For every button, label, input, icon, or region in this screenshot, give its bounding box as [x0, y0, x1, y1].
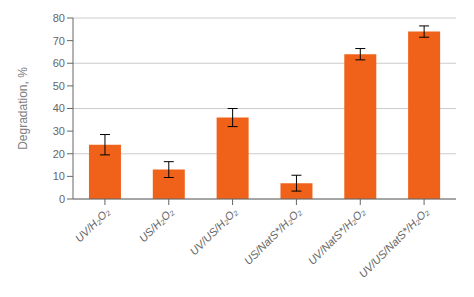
svg-text:40: 40 — [53, 102, 65, 114]
svg-text:80: 80 — [53, 12, 65, 24]
svg-text:50: 50 — [53, 80, 65, 92]
svg-text:UV/US/NatS*/H₂O₂: UV/US/NatS*/H₂O₂ — [357, 205, 432, 280]
svg-text:20: 20 — [53, 148, 65, 160]
svg-text:70: 70 — [53, 35, 65, 47]
svg-text:30: 30 — [53, 125, 65, 137]
svg-text:UV/US/H₂O₂: UV/US/H₂O₂ — [187, 205, 240, 258]
svg-text:US/H₂O₂: US/H₂O₂ — [137, 205, 177, 245]
svg-text:UV/NatS*/H₂O₂: UV/NatS*/H₂O₂ — [306, 205, 368, 267]
svg-text:10: 10 — [53, 170, 65, 182]
svg-text:US/NatS*/H₂O₂: US/NatS*/H₂O₂ — [242, 205, 304, 267]
svg-text:UV/H₂O₂: UV/H₂O₂ — [73, 205, 113, 245]
svg-text:Degradation, %: Degradation, % — [16, 67, 30, 150]
svg-text:0: 0 — [59, 193, 65, 205]
svg-text:60: 60 — [53, 57, 65, 69]
